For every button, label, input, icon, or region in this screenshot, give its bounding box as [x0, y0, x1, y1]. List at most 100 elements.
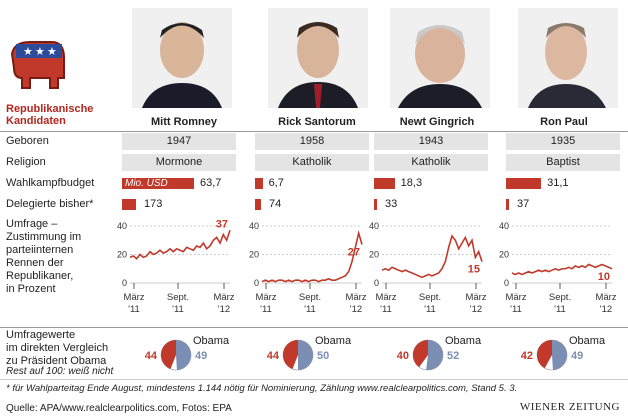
budget-value: 6,7	[268, 177, 284, 189]
pie-obama-label: Obama	[193, 335, 230, 347]
series-final-label: 37	[216, 218, 228, 230]
delegierte-value: 37	[517, 198, 530, 210]
series-line	[129, 230, 231, 260]
pie-slice-republican	[161, 340, 176, 369]
pie-slice-republican	[283, 340, 298, 369]
budget-unit-label: Mio. USD	[125, 178, 168, 189]
pie-slice-republican	[413, 340, 428, 368]
x-tick-label: März	[345, 292, 366, 303]
pie-slice-obama	[552, 340, 568, 370]
y-tick-label: 0	[122, 278, 127, 288]
republican-elephant-logo: ★ ★ ★	[8, 38, 68, 93]
x-tick-label: März	[255, 292, 276, 303]
budget-cell: 6,7	[255, 175, 369, 192]
x-tick-label: Sept.	[419, 292, 441, 303]
y-tick-label: 40	[499, 221, 509, 231]
y-tick-label: 40	[249, 221, 259, 231]
pie-obama-label: Obama	[445, 335, 482, 347]
delegierte-bar	[255, 199, 261, 210]
pie-slice-republican	[537, 340, 552, 369]
religion-cell: Mormone	[122, 154, 236, 171]
source-credit: Quelle: APA/www.realclearpolitics.com, F…	[6, 403, 232, 414]
x-tick-label: Sept.	[549, 292, 571, 303]
x-tick-label: Sept.	[299, 292, 321, 303]
budget-value: 31,1	[547, 177, 569, 189]
row-label-delegierte: Delegierte bisher*	[6, 198, 94, 210]
pie-value-obama: 52	[447, 350, 459, 362]
series-final-label: 15	[468, 264, 480, 276]
budget-value: 63,7	[200, 177, 222, 189]
budget-cell: 18,3	[374, 175, 488, 192]
delegierte-value: 33	[385, 198, 398, 210]
row-label-religion: Religion	[6, 156, 46, 168]
budget-cell: 31,1	[506, 175, 620, 192]
geboren-cell: 1958	[255, 133, 369, 150]
candidate-name: Ron Paul	[540, 116, 588, 128]
series-final-label: 10	[598, 271, 610, 283]
x-tick-label: '11	[172, 304, 184, 315]
religion-cell: Katholik	[255, 154, 369, 171]
delegierte-bar	[122, 199, 136, 210]
y-tick-label: 0	[374, 278, 379, 288]
x-tick-label: '11	[304, 304, 316, 315]
pie-value-republican: 44	[145, 350, 158, 362]
x-tick-label: '11	[380, 304, 392, 315]
delegierte-cell: 173	[122, 196, 236, 213]
delegierte-cell: 74	[255, 196, 369, 213]
candidate-photo-gingrich	[390, 8, 490, 108]
y-tick-label: 40	[369, 221, 379, 231]
delegierte-bar	[506, 199, 509, 210]
divider	[0, 379, 628, 380]
y-tick-label: 0	[504, 278, 509, 288]
row-label-geboren: Geboren	[6, 135, 49, 147]
divider	[0, 327, 628, 328]
geboren-cell: 1935	[506, 133, 620, 150]
x-tick-label: '12	[218, 304, 230, 315]
budget-bar	[122, 178, 194, 189]
delegierte-value: 173	[144, 198, 163, 210]
delegierte-value: 74	[268, 198, 282, 210]
x-tick-label: '12	[470, 304, 482, 315]
candidate-photo-paul	[518, 8, 618, 108]
row-label-budget: Wahlkampfbudget	[6, 177, 95, 189]
series-final-label: 27	[348, 247, 360, 259]
y-tick-label: 20	[249, 250, 259, 260]
x-tick-label: '11	[260, 304, 272, 315]
x-tick-label: '12	[350, 304, 362, 315]
x-tick-label: März	[375, 292, 396, 303]
geboren-cell: 1943	[374, 133, 488, 150]
svg-text:★: ★	[47, 46, 57, 58]
religion-cell: Baptist	[506, 154, 620, 171]
footnote: * für Wahlparteitag Ende August, mindest…	[6, 383, 518, 394]
delegierte-bar	[374, 199, 377, 210]
candidate-name: Rick Santorum	[278, 116, 356, 128]
rest-note: Rest auf 100: weiß nicht	[6, 366, 114, 377]
pie-value-obama: 49	[195, 350, 207, 362]
x-tick-label: März	[123, 292, 144, 303]
svg-text:★: ★	[35, 46, 45, 58]
pie-slice-obama	[176, 340, 192, 370]
budget-bar	[374, 178, 395, 189]
y-tick-label: 20	[369, 250, 379, 260]
religion-cell: Katholik	[374, 154, 488, 171]
y-tick-label: 0	[254, 278, 259, 288]
delegierte-cell: 33	[374, 196, 488, 213]
geboren-cell: 1947	[122, 133, 236, 150]
budget-bar	[506, 178, 542, 189]
x-tick-label: März	[505, 292, 526, 303]
x-tick-label: '11	[554, 304, 566, 315]
series-line	[511, 263, 613, 276]
candidate-photo-romney	[132, 8, 232, 108]
budget-value: 18,3	[400, 177, 423, 189]
section-title: Republikanische Kandidaten	[6, 103, 94, 127]
poll-line-charts: 4020037März'11Sept.'11März'124020027März…	[117, 218, 617, 315]
x-tick-label: '11	[510, 304, 522, 315]
pie-obama-label: Obama	[315, 335, 352, 347]
pie-slice-obama	[426, 340, 443, 370]
vergleich-label: Umfragewerte im direkten Vergleich zu Pr…	[6, 329, 109, 367]
x-tick-label: März	[595, 292, 616, 303]
y-tick-label: 20	[499, 250, 509, 260]
x-tick-label: '12	[600, 304, 612, 315]
y-tick-label: 20	[117, 250, 127, 260]
x-tick-label: '11	[128, 304, 140, 315]
